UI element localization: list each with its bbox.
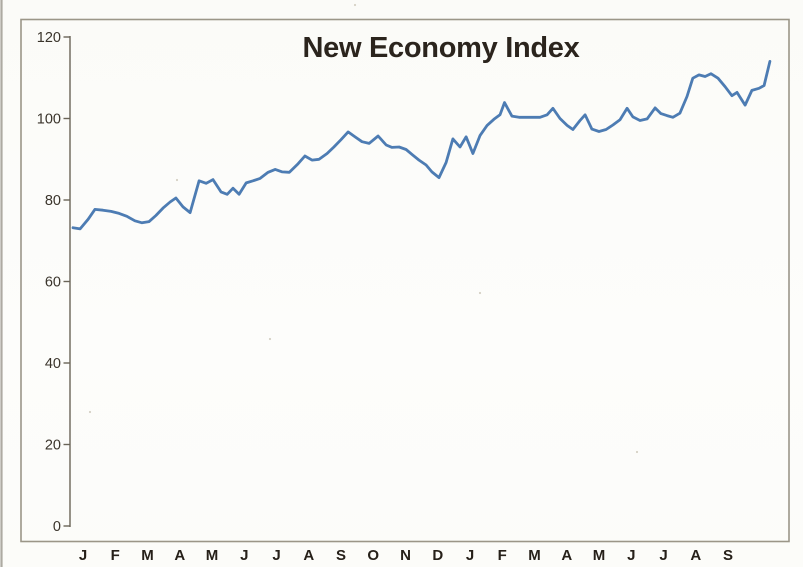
- x-axis-month-label: S: [723, 547, 733, 564]
- y-axis-tick-label: 60: [45, 275, 61, 291]
- x-axis-month-label: F: [498, 547, 507, 564]
- scan-speck: [635, 450, 639, 454]
- x-axis-month-label: J: [272, 547, 280, 564]
- y-axis-tick-label: 100: [37, 112, 61, 128]
- series-line-new-economy-index: [71, 60, 772, 231]
- x-axis-month-label: J: [466, 547, 474, 564]
- scan-speck: [268, 337, 272, 341]
- x-axis-month-label: J: [627, 547, 635, 564]
- y-axis-tick-label: 20: [45, 438, 61, 454]
- y-axis-tick-label: 0: [53, 519, 61, 535]
- x-axis-month-label: N: [400, 547, 411, 564]
- x-axis-month-label: A: [174, 547, 185, 564]
- y-axis-tick-label: 80: [45, 193, 61, 209]
- x-axis-month-label: D: [432, 547, 443, 564]
- y-axis-tick-label: 40: [45, 356, 61, 372]
- chart-title: New Economy Index: [303, 32, 580, 64]
- x-axis-month-label: J: [79, 547, 87, 564]
- chart-frame-border: [20, 18, 790, 543]
- x-axis-month-label: M: [528, 547, 541, 564]
- x-axis-month-label: O: [367, 547, 379, 564]
- x-axis-month-label: S: [336, 547, 346, 564]
- y-axis-labels: 0 20 40 60 80 100 120: [37, 30, 61, 535]
- scan-speck: [478, 291, 482, 295]
- scan-speck: [88, 410, 92, 414]
- x-axis-month-label: M: [206, 547, 219, 564]
- y-axis: [63, 36, 71, 527]
- scan-speck: [353, 3, 357, 7]
- y-axis-tick-label: 120: [37, 30, 61, 46]
- x-axis-month-label: A: [303, 547, 314, 564]
- scan-specks: [88, 3, 639, 454]
- scan-speck: [175, 178, 179, 182]
- x-axis-month-label: F: [111, 547, 120, 564]
- x-axis-month-label: J: [659, 547, 667, 564]
- x-axis-month-label: J: [240, 547, 248, 564]
- x-axis-month-label: M: [593, 547, 606, 564]
- x-axis-month-label: A: [561, 547, 572, 564]
- x-axis-month-label: M: [141, 547, 154, 564]
- x-axis-month-label: A: [690, 547, 701, 564]
